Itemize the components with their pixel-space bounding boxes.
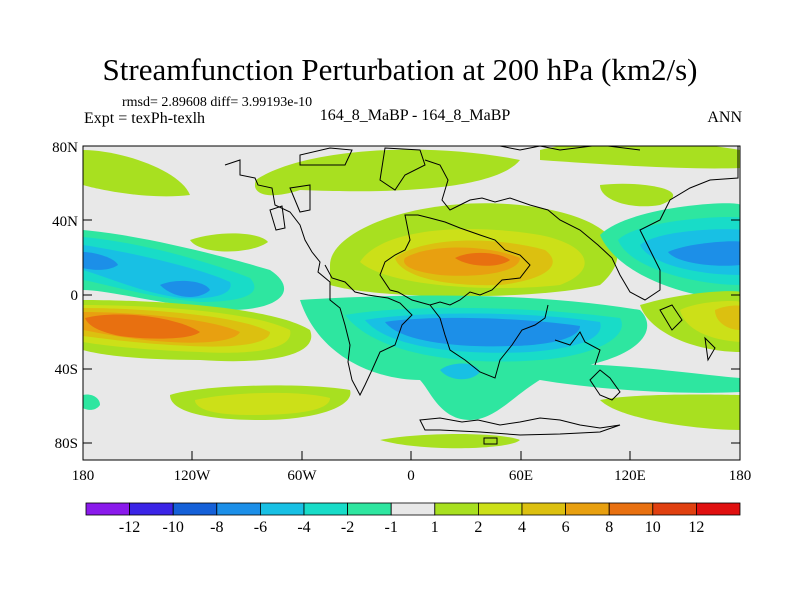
lon-label: 180 xyxy=(729,468,752,484)
colorbar-label: 1 xyxy=(431,519,439,536)
case-text: 164_8_MaBP - 164_8_MaBP xyxy=(319,107,511,124)
contour-region xyxy=(540,363,740,393)
colorbar-label: -4 xyxy=(297,519,310,536)
colorbar-label: -10 xyxy=(163,519,184,536)
longitude-labels: 180 120W 60W 0 60E 120E 180 xyxy=(72,468,752,484)
south-positive-region xyxy=(83,291,740,449)
colorbar-swatch xyxy=(652,502,697,516)
lat-label: 40S xyxy=(55,362,78,378)
colorbar-label: 6 xyxy=(562,519,570,536)
contour-field xyxy=(83,146,740,460)
contour-region xyxy=(83,394,100,410)
lon-label: 180 xyxy=(72,468,95,484)
colorbar-label: -2 xyxy=(341,519,354,536)
lat-label: 80N xyxy=(52,140,78,156)
lat-label: 0 xyxy=(71,288,79,304)
lon-label: 120E xyxy=(614,468,646,484)
contour-region xyxy=(85,314,200,339)
contour-region xyxy=(455,252,510,266)
colorbar-swatch xyxy=(347,502,392,516)
south-pacific-positive-region xyxy=(83,300,312,362)
arctic-positive-region xyxy=(83,146,740,252)
lon-label: 60E xyxy=(509,468,533,484)
colorbar-label: 12 xyxy=(688,519,704,536)
north-pacific-negative-region xyxy=(600,203,740,300)
southern-ocean-negative-region xyxy=(300,295,648,420)
contour-region xyxy=(190,233,268,252)
colorbar-label: 8 xyxy=(605,519,613,536)
colorbar-swatch xyxy=(521,502,566,516)
colorbar-label: 10 xyxy=(645,519,661,536)
contour-region xyxy=(83,150,190,197)
contour-region xyxy=(440,363,480,380)
colorbar-labels: -12 -10 -8 -6 -4 -2 -1 1 2 4 6 8 10 12 xyxy=(119,519,704,536)
contour-region xyxy=(195,392,330,415)
contour-region xyxy=(254,149,520,196)
eurasia-positive-region xyxy=(330,203,618,297)
map-title: Streamfunction Perturbation at 200 hPa (… xyxy=(102,52,698,87)
contour-region xyxy=(385,317,580,347)
colorbar-label: -1 xyxy=(385,519,398,536)
colorbar-swatch xyxy=(216,502,261,516)
colorbar xyxy=(85,502,741,516)
colorbar-label: -12 xyxy=(119,519,140,536)
colorbar-swatch xyxy=(259,502,305,516)
axis-ticks xyxy=(82,145,741,460)
contour-region xyxy=(600,394,740,430)
colorbar-swatch xyxy=(172,502,218,516)
colorbar-label: -8 xyxy=(210,519,223,536)
experiment-text: Expt = texPh-texlh xyxy=(84,110,206,127)
contour-region xyxy=(715,305,740,330)
stats-text: rmsd= 2.89608 diff= 3.99193e-10 xyxy=(122,95,313,110)
colorbar-swatch xyxy=(608,502,654,516)
lon-label: 120W xyxy=(174,468,212,484)
latitude-labels: 80N 40N 0 40S 80S xyxy=(52,140,78,452)
east-pacific-negative-region xyxy=(83,230,285,310)
colorbar-swatch xyxy=(129,502,174,516)
colorbar-label: 2 xyxy=(474,519,482,536)
lat-label: 80S xyxy=(55,436,78,452)
lon-label: 60W xyxy=(287,468,317,484)
lat-label: 40N xyxy=(52,214,78,230)
colorbar-swatch xyxy=(565,502,610,516)
colorbar-label: 4 xyxy=(518,519,526,536)
colorbar-swatch xyxy=(303,502,348,516)
colorbar-swatch xyxy=(696,502,741,516)
season-text: ANN xyxy=(707,109,742,126)
colorbar-label: -6 xyxy=(254,519,267,536)
colorbar-swatch xyxy=(477,502,523,516)
colorbar-swatch xyxy=(390,502,436,516)
colorbar-swatch xyxy=(85,502,130,516)
coastline-outlines xyxy=(224,146,739,445)
contour-region xyxy=(160,280,210,297)
lon-label: 0 xyxy=(407,468,415,484)
colorbar-swatch xyxy=(434,502,479,516)
contour-region xyxy=(83,252,118,270)
contour-region xyxy=(668,241,740,266)
contour-region xyxy=(540,146,740,169)
contour-region xyxy=(600,183,674,207)
